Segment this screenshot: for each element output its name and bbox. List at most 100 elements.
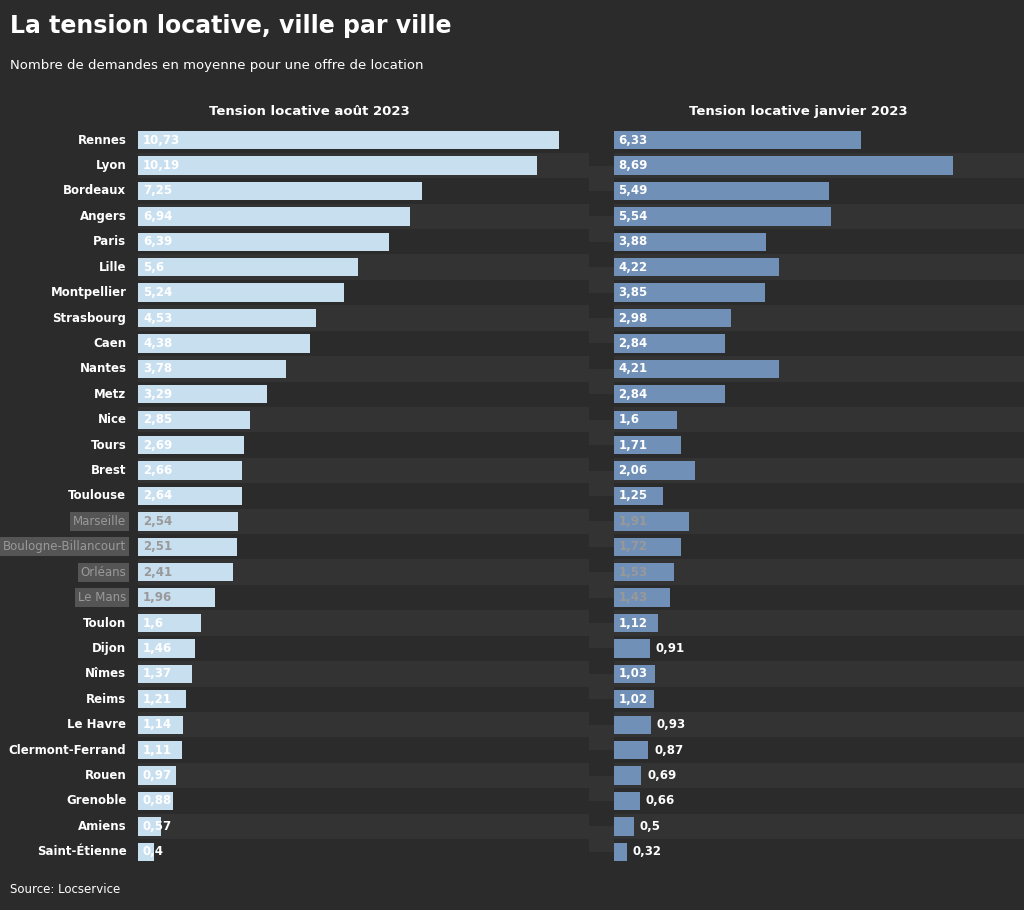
- Text: Grenoble: Grenoble: [67, 794, 127, 807]
- Bar: [138, 737, 589, 763]
- Text: 7,25: 7,25: [143, 185, 172, 197]
- Text: 5,49: 5,49: [618, 185, 647, 197]
- Bar: [138, 686, 589, 712]
- Bar: [138, 766, 176, 784]
- Bar: [138, 207, 411, 226]
- Bar: [138, 664, 191, 683]
- Text: 3,29: 3,29: [143, 388, 172, 400]
- Bar: [614, 664, 654, 683]
- Bar: [614, 614, 658, 632]
- Text: 3,78: 3,78: [143, 362, 172, 375]
- Text: Marseille: Marseille: [74, 515, 127, 528]
- Bar: [138, 436, 244, 454]
- Text: 0,87: 0,87: [654, 743, 683, 756]
- Bar: [614, 662, 1024, 686]
- Bar: [138, 229, 589, 255]
- Bar: [138, 715, 183, 733]
- Bar: [614, 843, 627, 861]
- Bar: [614, 308, 731, 328]
- Bar: [614, 381, 1024, 407]
- Text: Lyon: Lyon: [95, 159, 127, 172]
- Bar: [614, 157, 953, 175]
- Text: 2,41: 2,41: [143, 566, 172, 579]
- Text: 4,53: 4,53: [143, 311, 172, 325]
- Bar: [138, 458, 589, 483]
- Text: Angers: Angers: [80, 210, 127, 223]
- Bar: [138, 410, 250, 429]
- Text: 0,66: 0,66: [646, 794, 675, 807]
- Text: Dijon: Dijon: [92, 642, 127, 655]
- Bar: [614, 233, 766, 251]
- Bar: [138, 306, 589, 330]
- Text: 4,38: 4,38: [143, 337, 172, 350]
- Bar: [138, 690, 185, 709]
- Text: Nantes: Nantes: [80, 362, 127, 375]
- Text: 2,98: 2,98: [618, 311, 647, 325]
- Bar: [614, 207, 830, 226]
- Bar: [614, 280, 1024, 306]
- Text: Rouen: Rouen: [85, 769, 127, 782]
- Text: 1,72: 1,72: [618, 541, 647, 553]
- Text: 1,11: 1,11: [143, 743, 172, 756]
- Bar: [614, 407, 1024, 432]
- Bar: [614, 560, 1024, 585]
- Bar: [138, 741, 181, 759]
- Bar: [614, 330, 1024, 356]
- Text: 1,14: 1,14: [143, 718, 172, 732]
- Bar: [138, 381, 589, 407]
- Text: Reims: Reims: [86, 693, 127, 706]
- Text: 2,66: 2,66: [143, 464, 172, 477]
- Bar: [614, 255, 1024, 280]
- Bar: [614, 741, 648, 759]
- Text: 3,88: 3,88: [618, 236, 647, 248]
- Bar: [138, 461, 243, 480]
- Bar: [138, 611, 589, 636]
- Bar: [614, 182, 828, 200]
- Text: 0,69: 0,69: [647, 769, 677, 782]
- Bar: [614, 766, 641, 784]
- Text: 2,51: 2,51: [143, 541, 172, 553]
- Bar: [614, 611, 1024, 636]
- Bar: [138, 157, 538, 175]
- Bar: [614, 127, 1024, 153]
- Text: Brest: Brest: [91, 464, 127, 477]
- Bar: [614, 461, 694, 480]
- Bar: [614, 512, 689, 531]
- Bar: [138, 538, 237, 556]
- Bar: [614, 306, 1024, 330]
- Bar: [614, 410, 677, 429]
- Text: Nombre de demandes en moyenne pour une offre de location: Nombre de demandes en moyenne pour une o…: [10, 59, 424, 72]
- Text: 1,25: 1,25: [618, 490, 647, 502]
- Bar: [614, 817, 634, 835]
- Bar: [614, 334, 725, 352]
- Bar: [138, 255, 589, 280]
- Bar: [614, 636, 1024, 662]
- Text: 1,03: 1,03: [618, 667, 647, 681]
- Bar: [138, 283, 343, 302]
- Text: Montpellier: Montpellier: [50, 286, 127, 299]
- Bar: [138, 182, 422, 200]
- Text: Tension locative août 2023: Tension locative août 2023: [209, 106, 410, 118]
- Bar: [614, 509, 1024, 534]
- Bar: [138, 233, 388, 251]
- Text: Source: Locservice: Source: Locservice: [10, 884, 121, 896]
- Text: Tours: Tours: [91, 439, 127, 451]
- Bar: [614, 792, 640, 810]
- Bar: [138, 356, 589, 381]
- Bar: [138, 763, 589, 788]
- Bar: [138, 385, 267, 403]
- Text: 0,91: 0,91: [655, 642, 685, 655]
- Text: 2,69: 2,69: [143, 439, 172, 451]
- Text: 2,85: 2,85: [143, 413, 172, 426]
- Bar: [614, 258, 779, 277]
- Text: 1,91: 1,91: [618, 515, 647, 528]
- Text: 1,96: 1,96: [143, 592, 172, 604]
- Bar: [614, 385, 725, 403]
- Bar: [614, 788, 1024, 814]
- Text: Saint-Étienne: Saint-Étienne: [37, 845, 127, 858]
- Bar: [614, 690, 654, 709]
- Bar: [138, 589, 215, 607]
- Bar: [614, 204, 1024, 229]
- Bar: [614, 640, 650, 658]
- Bar: [138, 407, 589, 432]
